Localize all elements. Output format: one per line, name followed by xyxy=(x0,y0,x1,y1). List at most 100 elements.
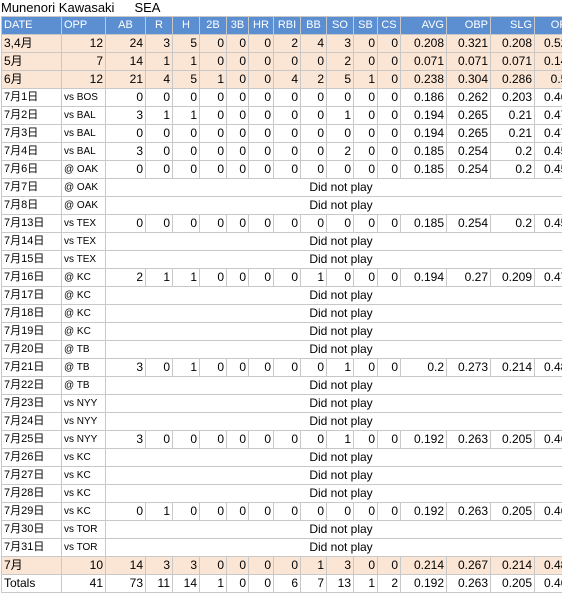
cell-rbi: 0 xyxy=(273,502,301,521)
cell-sb: 0 xyxy=(353,142,378,161)
cell-did-not-play: Did not play xyxy=(105,250,562,269)
cell-2b: 0 xyxy=(199,52,227,71)
column-header-avg: AVG xyxy=(400,16,447,35)
table-row-did-not-play: 7月31日 vs TOR Did not play xyxy=(1,538,562,557)
cell-hr: 0 xyxy=(248,142,274,161)
cell-obp: 0.304 xyxy=(446,70,491,89)
cell-opp: vs TOR xyxy=(61,520,106,539)
cell-rbi: 0 xyxy=(273,430,301,449)
cell-so: 13 xyxy=(326,574,354,593)
cell-h: 0 xyxy=(172,502,200,521)
cell-date: 7月20日 xyxy=(1,340,62,359)
table-body: 3,4月122435000243000.2080.3210.2080.5295月… xyxy=(1,34,562,593)
cell-ops: 0.454 xyxy=(534,160,562,179)
cell-2b: 1 xyxy=(199,70,227,89)
cell-bb: 0 xyxy=(300,142,327,161)
cell-did-not-play: Did not play xyxy=(105,520,562,539)
cell-h: 1 xyxy=(172,358,200,377)
cell-rbi: 6 xyxy=(273,574,301,593)
cell-date: 7月23日 xyxy=(1,394,62,413)
table-row-did-not-play: 7月19日 @ KC Did not play xyxy=(1,322,562,341)
cell-date: 7月29日 xyxy=(1,502,62,521)
cell-slg: 0.209 xyxy=(490,268,535,287)
cell-date: 7月22日 xyxy=(1,376,62,395)
table-row-did-not-play: 7月15日 vs TEX Did not play xyxy=(1,250,562,269)
cell-h: 1 xyxy=(172,106,200,125)
cell-cs: 0 xyxy=(377,34,401,53)
cell-date: 7月14日 xyxy=(1,232,62,251)
column-header-date: DATE xyxy=(1,16,62,35)
cell-date: 7月18日 xyxy=(1,304,62,323)
cell-did-not-play: Did not play xyxy=(105,484,562,503)
cell-so: 5 xyxy=(326,70,354,89)
cell-date: 7月24日 xyxy=(1,412,62,431)
cell-h: 5 xyxy=(172,34,200,53)
table-row-did-not-play: 7月27日 vs KC Did not play xyxy=(1,466,562,485)
cell-sb: 0 xyxy=(353,358,378,377)
cell-opp: vs TEX xyxy=(61,232,106,251)
column-header-3b: 3B xyxy=(226,16,249,35)
cell-opp: vs KC xyxy=(61,448,106,467)
cell-sb: 0 xyxy=(353,430,378,449)
cell-cs: 0 xyxy=(377,214,401,233)
stats-table: DATEOPPABRH2B3BHRRBIBBSOSBCSAVGOBPSLGOPS… xyxy=(1,16,562,593)
cell-bb: 0 xyxy=(300,358,327,377)
cell-opp: vs NYY xyxy=(61,430,106,449)
cell-cs: 0 xyxy=(377,358,401,377)
cell-date: 5月 xyxy=(1,52,62,71)
cell-opp: @ KC xyxy=(61,304,106,323)
cell-rbi: 0 xyxy=(273,106,301,125)
column-header-slg: SLG xyxy=(490,16,535,35)
cell-r: 3 xyxy=(145,556,173,575)
cell-avg: 0.185 xyxy=(400,142,447,161)
cell-cs: 0 xyxy=(377,142,401,161)
table-header-row: DATEOPPABRH2B3BHRRBIBBSOSBCSAVGOBPSLGOPS xyxy=(1,16,562,35)
cell-opp: vs TEX xyxy=(61,214,106,233)
cell-opp: @ KC xyxy=(61,322,106,341)
cell-3b: 0 xyxy=(226,52,249,71)
cell-opp: @ OAK xyxy=(61,160,106,179)
cell-so: 2 xyxy=(326,52,354,71)
cell-ab: 14 xyxy=(105,52,146,71)
cell-so: 0 xyxy=(326,214,354,233)
cell-3b: 0 xyxy=(226,502,249,521)
cell-3b: 0 xyxy=(226,160,249,179)
cell-h: 14 xyxy=(172,574,200,593)
cell-opp: vs BAL xyxy=(61,106,106,125)
cell-r: 1 xyxy=(145,268,173,287)
cell-hr: 0 xyxy=(248,556,274,575)
cell-hr: 0 xyxy=(248,268,274,287)
cell-cs: 0 xyxy=(377,106,401,125)
table-row-did-not-play: 7月23日 vs NYY Did not play xyxy=(1,394,562,413)
cell-slg: 0.21 xyxy=(490,106,535,125)
cell-opp: 12 xyxy=(61,70,106,89)
cell-bb: 7 xyxy=(300,574,327,593)
cell-did-not-play: Did not play xyxy=(105,196,562,215)
column-header-2b: 2B xyxy=(199,16,227,35)
cell-did-not-play: Did not play xyxy=(105,412,562,431)
cell-2b: 0 xyxy=(199,430,227,449)
cell-3b: 0 xyxy=(226,106,249,125)
cell-slg: 0.286 xyxy=(490,70,535,89)
cell-rbi: 2 xyxy=(273,34,301,53)
cell-h: 0 xyxy=(172,88,200,107)
cell-hr: 0 xyxy=(248,124,274,143)
cell-date: 7月8日 xyxy=(1,196,62,215)
cell-obp: 0.267 xyxy=(446,556,491,575)
cell-avg: 0.192 xyxy=(400,574,447,593)
cell-slg: 0.2 xyxy=(490,214,535,233)
cell-sb: 0 xyxy=(353,88,378,107)
table-row-did-not-play: 7月7日 @ OAK Did not play xyxy=(1,178,562,197)
cell-bb: 0 xyxy=(300,52,327,71)
cell-cs: 0 xyxy=(377,70,401,89)
player-name: Munenori Kawasaki xyxy=(1,0,115,15)
cell-3b: 0 xyxy=(226,358,249,377)
cell-bb: 0 xyxy=(300,106,327,125)
cell-so: 3 xyxy=(326,34,354,53)
cell-opp: @ TB xyxy=(61,376,106,395)
cell-2b: 0 xyxy=(199,124,227,143)
cell-h: 0 xyxy=(172,160,200,179)
cell-did-not-play: Did not play xyxy=(105,394,562,413)
